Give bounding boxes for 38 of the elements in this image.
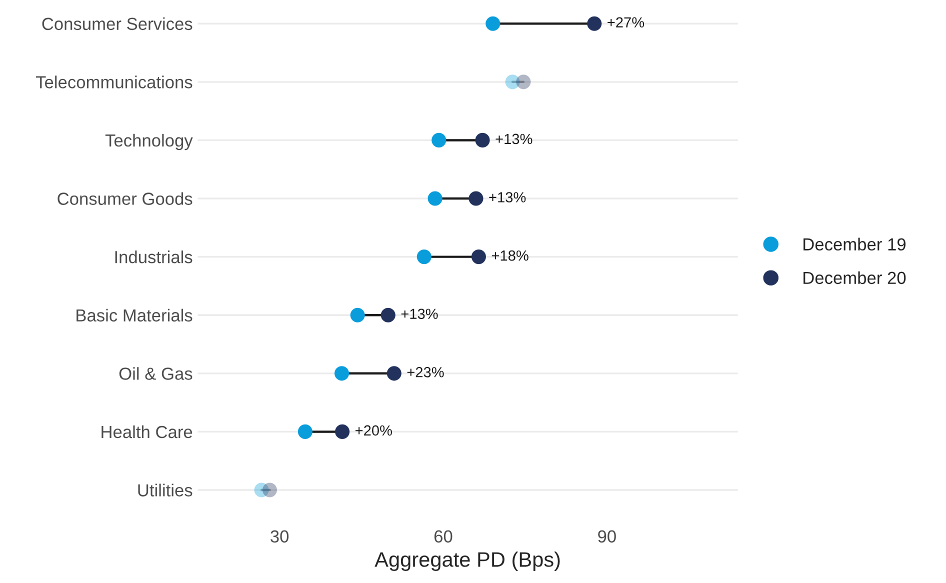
x-tick-label: 90 (598, 530, 616, 543)
point (432, 132, 446, 148)
annotation: +13% (401, 308, 438, 320)
y-tick-label: Oil & Gas (119, 367, 192, 380)
point (475, 132, 490, 148)
point (468, 191, 484, 206)
y-tick-label: Health Care (102, 425, 192, 438)
point (516, 74, 531, 90)
y-tick-label: Telecommunications (36, 76, 192, 88)
point (380, 308, 396, 322)
point (334, 366, 350, 381)
point (386, 366, 402, 381)
y-tick-label: Consumer Services (42, 17, 192, 30)
annotation: +18% (492, 250, 528, 261)
y-tick-label: Technology (105, 134, 193, 150)
point (262, 482, 278, 498)
x-tick-label: 30 (270, 530, 289, 543)
annotation: +27% (608, 17, 644, 28)
y-tick-label: Utilities (138, 484, 192, 496)
annotation: +13% (489, 192, 526, 202)
point (416, 250, 432, 264)
y-tick-label: Industrials (115, 250, 192, 264)
point (298, 424, 312, 439)
y-tick-label: Consumer Goods (58, 192, 192, 205)
x-axis-title: Aggregate PD (Bps) (374, 552, 560, 572)
annotation: +20% (356, 425, 392, 436)
annotation: +23% (407, 367, 444, 378)
legend-label: December 19 (804, 238, 906, 251)
point (350, 308, 365, 322)
point (471, 250, 486, 264)
point (428, 191, 442, 206)
annotation: +13% (496, 134, 532, 144)
point (587, 16, 602, 31)
point (335, 424, 350, 439)
x-tick-label: 60 (434, 530, 452, 543)
point (486, 16, 500, 31)
y-tick-label: Basic Materials (76, 308, 192, 322)
legend-label: December 20 (804, 271, 906, 284)
